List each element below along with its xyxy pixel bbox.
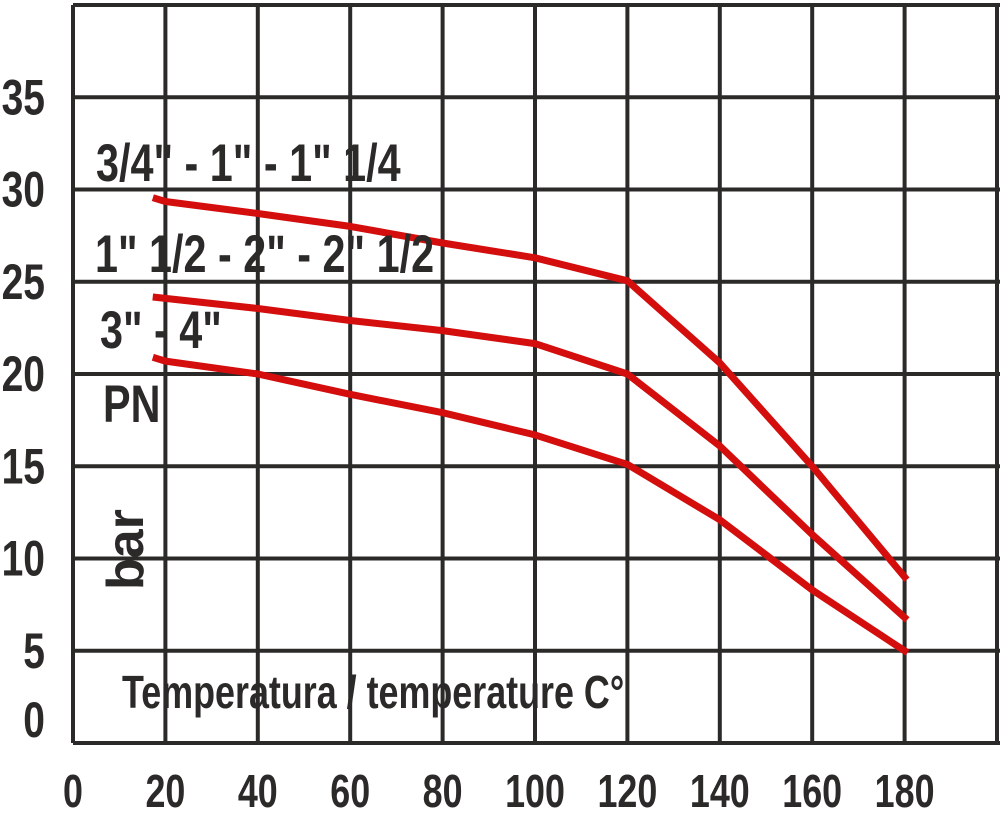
- y-tick-label: 0: [23, 691, 45, 748]
- x-tick-label: 60: [330, 766, 370, 813]
- y-tick-label: 10: [2, 530, 45, 587]
- y-tick-label: 25: [2, 253, 45, 310]
- y-tick-label: 5: [23, 622, 45, 679]
- y-tick-label: 15: [2, 438, 45, 495]
- x-tick-label: 140: [690, 766, 750, 813]
- series-label-2: 1" 1/2 - 2" - 2" 1/2: [95, 225, 434, 284]
- x-tick-label: 40: [238, 766, 278, 813]
- series-curve: [151, 194, 910, 582]
- series-label-1: 3/4" - 1" - 1" 1/4: [96, 134, 401, 193]
- x-tick-label: 20: [145, 766, 185, 813]
- y-tick-label: 35: [2, 69, 45, 126]
- x-tick-label: 120: [597, 766, 657, 813]
- x-tick-label: 180: [875, 766, 935, 813]
- y-axis-quantity: PN: [103, 375, 160, 434]
- y-tick-label: 30: [2, 161, 45, 218]
- x-axis-title: Temperatura / temperature C°: [122, 667, 624, 718]
- series-curve: [151, 353, 910, 656]
- x-tick-label: 160: [782, 766, 842, 813]
- x-tick-label: 0: [63, 766, 83, 813]
- y-axis-unit: bar: [97, 509, 155, 590]
- x-tick-label: 80: [423, 766, 463, 813]
- y-tick-label: 20: [2, 345, 45, 402]
- x-tick-label: 100: [505, 766, 565, 813]
- series-label-3: 3" - 4": [100, 301, 222, 360]
- series-curve: [152, 293, 910, 623]
